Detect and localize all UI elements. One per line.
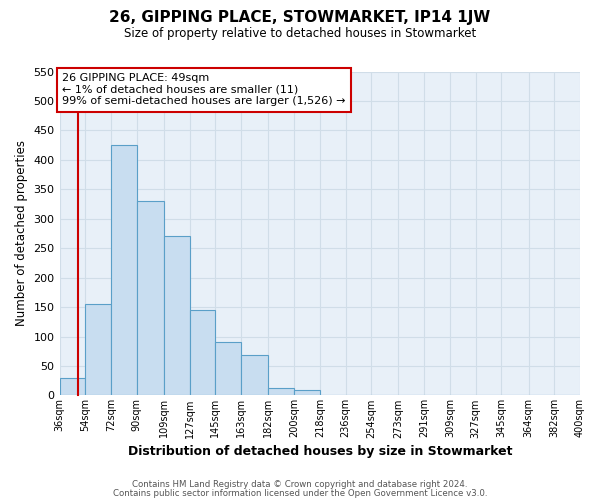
- Bar: [241, 356, 268, 396]
- Y-axis label: Number of detached properties: Number of detached properties: [15, 140, 28, 326]
- Bar: [137, 201, 164, 396]
- Text: Contains public sector information licensed under the Open Government Licence v3: Contains public sector information licen…: [113, 488, 487, 498]
- Text: Contains HM Land Registry data © Crown copyright and database right 2024.: Contains HM Land Registry data © Crown c…: [132, 480, 468, 489]
- X-axis label: Distribution of detached houses by size in Stowmarket: Distribution of detached houses by size …: [128, 444, 512, 458]
- Bar: [85, 304, 111, 396]
- Bar: [215, 342, 241, 396]
- Text: Size of property relative to detached houses in Stowmarket: Size of property relative to detached ho…: [124, 28, 476, 40]
- Text: 26, GIPPING PLACE, STOWMARKET, IP14 1JW: 26, GIPPING PLACE, STOWMARKET, IP14 1JW: [109, 10, 491, 25]
- Bar: [111, 145, 137, 396]
- Bar: [268, 388, 294, 396]
- Bar: [294, 390, 320, 396]
- Bar: [554, 395, 580, 396]
- Bar: [59, 378, 85, 396]
- Bar: [164, 236, 190, 396]
- Text: 26 GIPPING PLACE: 49sqm
← 1% of detached houses are smaller (11)
99% of semi-det: 26 GIPPING PLACE: 49sqm ← 1% of detached…: [62, 73, 346, 106]
- Bar: [190, 310, 215, 396]
